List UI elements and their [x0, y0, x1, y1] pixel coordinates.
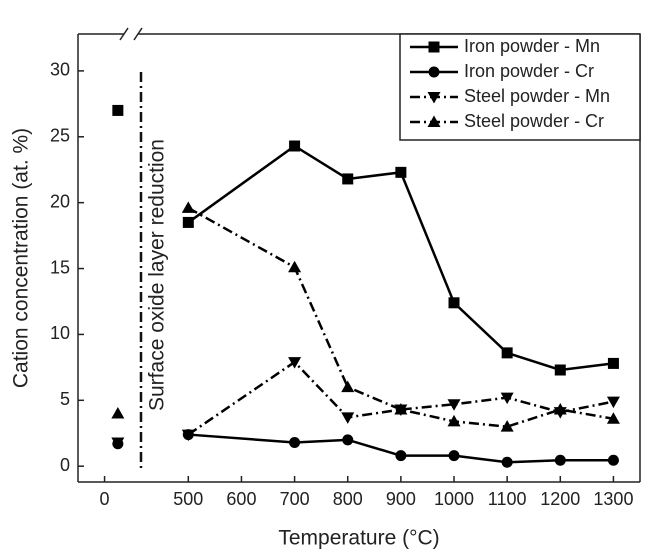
marker: [341, 380, 355, 393]
marker: [289, 140, 301, 152]
marker: [606, 396, 620, 409]
marker: [606, 412, 620, 424]
marker: [447, 414, 461, 427]
x-tick-label: 1300: [593, 489, 633, 509]
marker: [428, 66, 440, 78]
marker: [181, 429, 195, 442]
marker: [448, 297, 460, 309]
marker: [607, 454, 619, 466]
series-line: [188, 433, 614, 464]
annotation: Surface oxide layer reduction: [146, 139, 169, 411]
x-tick-label: 700: [280, 489, 310, 509]
y-tick-label: 0: [60, 455, 70, 475]
marker: [554, 364, 566, 376]
x-tick-label: 900: [386, 489, 416, 509]
marker: [395, 450, 407, 462]
y-tick-label: 5: [60, 389, 70, 409]
marker: [395, 166, 407, 178]
y-tick-label: 30: [50, 60, 70, 80]
marker: [288, 357, 302, 369]
marker: [181, 201, 195, 213]
marker: [342, 434, 354, 446]
series-line: [187, 144, 614, 372]
x-axis-title: Temperature (°C): [278, 527, 439, 550]
marker: [288, 260, 302, 273]
y-tick-label: 15: [50, 257, 70, 277]
marker: [428, 41, 440, 53]
y-tick-label: 20: [50, 191, 70, 211]
y-tick-label: 25: [50, 126, 70, 146]
marker: [500, 392, 514, 405]
x-tick-label: 600: [226, 489, 256, 509]
x-tick-label: 0: [100, 489, 110, 509]
legend-label: Iron powder - Mn: [464, 36, 600, 56]
marker: [112, 104, 124, 116]
marker: [554, 454, 566, 466]
marker: [501, 347, 513, 359]
legend-label: Steel powder - Mn: [464, 86, 610, 106]
x-tick-label: 500: [173, 489, 203, 509]
series-line: [187, 206, 614, 428]
x-tick-label: 1200: [540, 489, 580, 509]
marker: [501, 456, 513, 468]
marker: [447, 399, 461, 411]
marker: [111, 406, 125, 419]
legend-label: Steel powder - Cr: [464, 111, 604, 131]
legend-label: Iron powder - Cr: [464, 61, 594, 81]
y-axis-title: Cation concentration (at. %): [10, 128, 33, 388]
marker: [553, 403, 567, 415]
marker: [182, 216, 194, 228]
marker: [448, 450, 460, 462]
marker: [289, 436, 301, 448]
marker: [342, 173, 354, 185]
x-tick-label: 1100: [488, 489, 527, 509]
marker: [427, 92, 441, 104]
x-tick-label: 1000: [434, 489, 474, 509]
marker: [341, 412, 355, 424]
y-tick-label: 10: [50, 323, 70, 343]
marker: [427, 115, 441, 127]
series-line: [187, 360, 614, 436]
marker: [607, 357, 619, 369]
marker: [394, 403, 408, 415]
x-tick-label: 800: [333, 489, 363, 509]
marker: [500, 420, 514, 432]
marker: [111, 437, 125, 449]
